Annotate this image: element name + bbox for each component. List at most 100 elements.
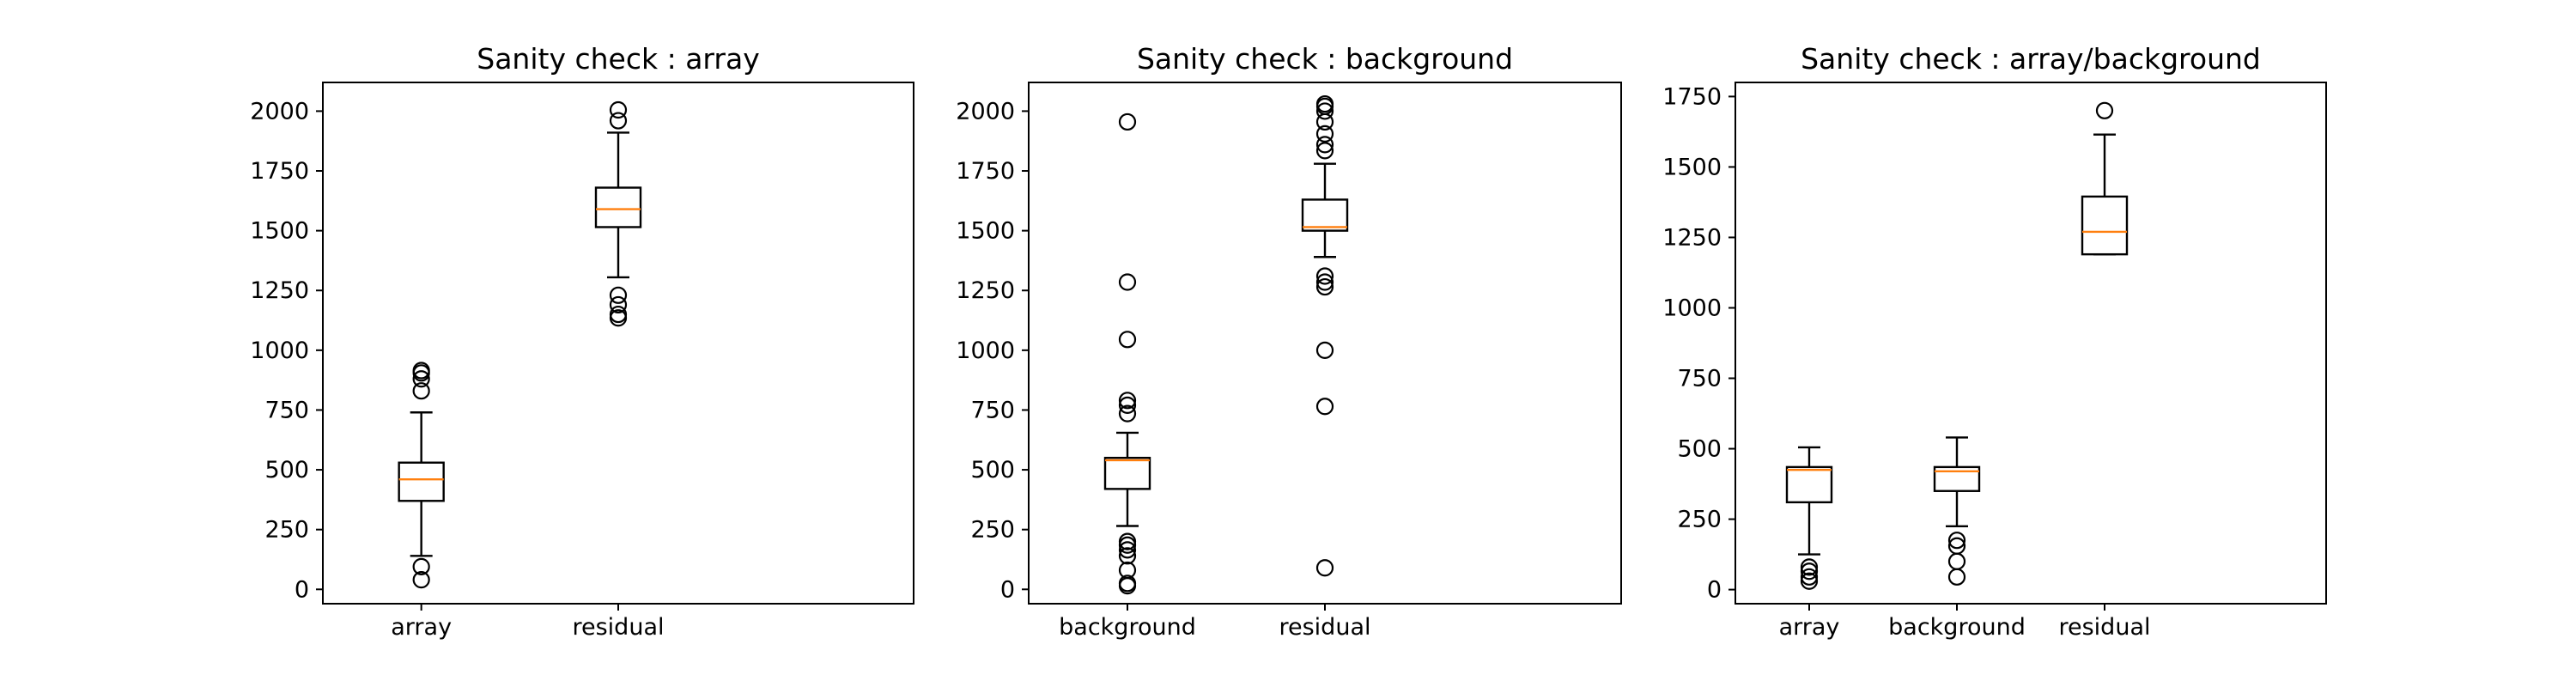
outlier-point (412, 362, 430, 380)
outlier-point (609, 295, 628, 314)
y-tick-label: 250 (264, 517, 309, 544)
y-tick-label: 1250 (1662, 224, 1722, 251)
outlier-point (1947, 532, 1966, 550)
box-iqr (1933, 465, 1981, 492)
y-tick-label: 1250 (956, 277, 1015, 304)
y-tick-label: 1500 (250, 218, 309, 245)
box-background (1103, 112, 1151, 595)
outlier-point (1947, 552, 1966, 570)
y-tick-label: 500 (1677, 436, 1722, 463)
x-tick-label: residual (2059, 614, 2151, 641)
outlier-point (1315, 142, 1334, 160)
box-iqr (2081, 195, 2129, 256)
outlier-point (1315, 125, 1334, 143)
panel-array: Sanity check : array 0 250 500 750 1000 1250 1… (250, 42, 914, 641)
box-iqr (1301, 198, 1349, 232)
y-tick-label: 250 (1677, 507, 1722, 533)
outlier-point (1315, 398, 1334, 416)
outlier-point (412, 571, 430, 589)
boxes (1103, 94, 1349, 595)
boxes (1785, 101, 2129, 590)
outlier-point (1315, 273, 1334, 291)
x-tick-label: background (1888, 614, 2026, 641)
x-tick-label: residual (573, 614, 665, 641)
box-array (398, 362, 445, 589)
outlier-point (1800, 572, 1819, 590)
outlier-point (412, 382, 430, 400)
outlier-point (609, 305, 628, 324)
y-tick-label: 750 (970, 397, 1015, 423)
outlier-point (1118, 547, 1137, 565)
x-tick-label: background (1059, 614, 1196, 641)
y-tick-label: 1500 (1662, 154, 1722, 180)
outlier-point (1800, 568, 1819, 586)
outlier-point (1118, 404, 1137, 423)
plot-frame (1735, 82, 2327, 605)
y-tick-label: 750 (1677, 366, 1722, 392)
outlier-point (2095, 101, 2114, 119)
panel-background: Sanity check : background 0 250 500 750 1000… (956, 42, 1622, 641)
box-residual (1301, 94, 1349, 577)
boxes (398, 100, 642, 589)
outlier-point (1118, 331, 1137, 349)
outlier-point (1315, 341, 1334, 359)
box-iqr (1103, 456, 1151, 490)
x-tick-label: array (1779, 614, 1840, 641)
box-array (1785, 446, 1833, 590)
y-tick-label: 1750 (250, 158, 309, 185)
panel-title: Sanity check : array/background (1801, 42, 2261, 76)
outlier-point (1800, 562, 1819, 581)
outlier-point (412, 370, 430, 388)
outlier-point (1315, 102, 1334, 120)
outlier-point (412, 557, 430, 575)
y-tick-label: 1250 (250, 277, 309, 304)
panel-array-background: Sanity check : array/background 0 250 500 7… (1662, 42, 2327, 641)
panel-title: Sanity check : array (477, 42, 759, 76)
outlier-point (609, 100, 628, 119)
y-tick-label: 750 (264, 397, 309, 423)
x-tick-label: residual (1279, 614, 1371, 641)
y-axis: 0 250 500 750 1000 1250 1500 1750 2000 (250, 98, 323, 603)
y-tick-label: 0 (1707, 577, 1722, 604)
y-tick-label: 1000 (956, 337, 1015, 364)
outlier-point (1118, 112, 1137, 131)
box-iqr (398, 461, 445, 502)
y-tick-label: 1000 (250, 337, 309, 364)
y-tick-label: 250 (970, 517, 1015, 544)
x-axis: array residual (391, 604, 665, 641)
outlier-point (609, 112, 628, 130)
outlier-point (1118, 396, 1137, 414)
y-tick-label: 2000 (250, 98, 309, 125)
outlier-point (1315, 94, 1334, 113)
box-iqr (594, 186, 642, 228)
y-axis: 0 250 500 750 1000 1250 1500 1750 (1662, 83, 1735, 604)
x-tick-label: array (391, 614, 452, 641)
box-residual (2081, 101, 2129, 256)
y-tick-label: 1000 (1662, 295, 1722, 321)
box-background (1933, 436, 1981, 586)
outlier-point (609, 286, 628, 304)
outlier-point (1315, 136, 1334, 154)
outlier-point (1947, 568, 1966, 586)
outlier-point (1118, 541, 1137, 559)
y-tick-label: 0 (295, 576, 309, 603)
x-axis: background residual (1059, 604, 1371, 641)
outlier-point (1315, 267, 1334, 285)
outlier-point (1118, 575, 1137, 593)
outlier-point (1315, 277, 1334, 296)
y-tick-label: 1750 (956, 158, 1015, 185)
box-iqr (1785, 465, 1833, 504)
y-tick-label: 1750 (1662, 83, 1722, 110)
y-axis: 0 250 500 750 1000 1250 1500 1750 2000 (956, 98, 1029, 603)
y-tick-label: 2000 (956, 98, 1015, 125)
panel-title: Sanity check : background (1137, 42, 1513, 76)
outlier-point (1118, 532, 1137, 550)
box-residual (594, 100, 642, 327)
outlier-point (1118, 561, 1137, 580)
y-tick-label: 500 (264, 457, 309, 483)
outlier-point (1947, 537, 1966, 555)
outlier-point (1315, 559, 1334, 577)
outlier-point (1118, 392, 1137, 410)
y-tick-label: 1500 (956, 218, 1015, 245)
